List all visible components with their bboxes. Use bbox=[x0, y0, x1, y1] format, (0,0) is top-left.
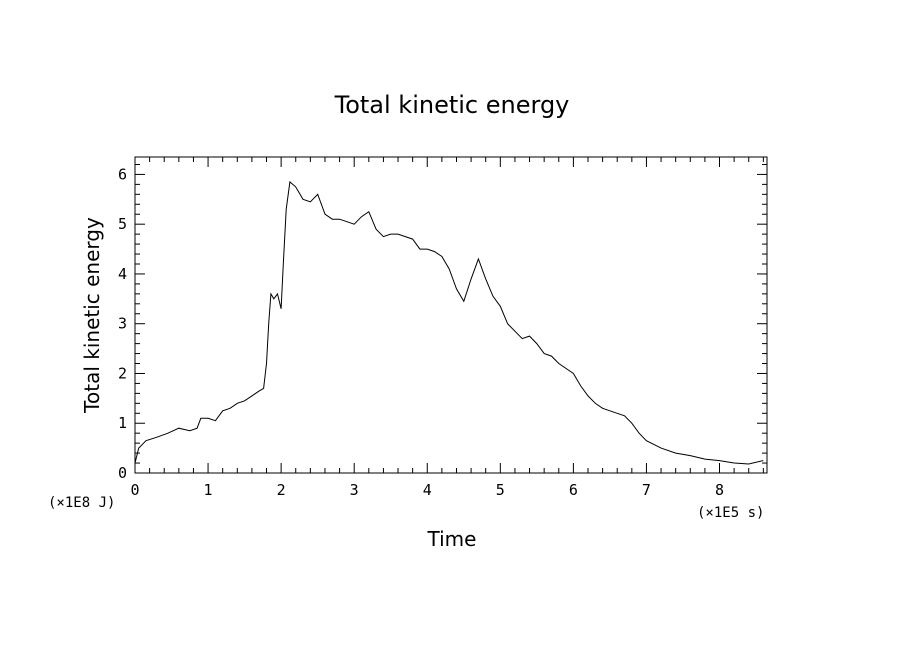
series-line bbox=[134, 180, 764, 465]
x-tick-label: 7 bbox=[642, 481, 651, 499]
x-axis-ticks: 0 1 2 3 4 5 6 7 8 bbox=[130, 157, 724, 499]
chart-title: Total kinetic energy bbox=[334, 91, 570, 119]
x-tick-label: 0 bbox=[130, 481, 139, 499]
y-tick-label: 2 bbox=[118, 364, 127, 382]
y-tick-label: 4 bbox=[118, 265, 127, 283]
x-axis-label: Time bbox=[427, 527, 477, 551]
x-unit-label: (×1E5 s) bbox=[697, 505, 764, 521]
x-tick-label: 8 bbox=[715, 481, 724, 499]
x-tick-label: 1 bbox=[204, 481, 213, 499]
y-axis-ticks: 0 1 2 3 4 5 6 bbox=[118, 165, 767, 482]
y-tick-label: 3 bbox=[118, 315, 127, 333]
x-tick-label: 2 bbox=[277, 481, 286, 499]
y-tick-label: 0 bbox=[118, 464, 127, 482]
y-tick-label: 6 bbox=[118, 165, 127, 183]
y-unit-label: (×1E8 J) bbox=[48, 495, 115, 511]
y-tick-label: 1 bbox=[118, 414, 127, 432]
x-tick-label: 6 bbox=[569, 481, 578, 499]
minor-ticks bbox=[135, 157, 767, 473]
x-tick-label: 4 bbox=[423, 481, 432, 499]
y-axis-label: Total kinetic energy bbox=[80, 217, 104, 414]
plot-frame bbox=[134, 156, 768, 474]
x-tick-label: 3 bbox=[350, 481, 359, 499]
y-tick-label: 5 bbox=[118, 215, 127, 233]
x-tick-label: 5 bbox=[496, 481, 505, 499]
